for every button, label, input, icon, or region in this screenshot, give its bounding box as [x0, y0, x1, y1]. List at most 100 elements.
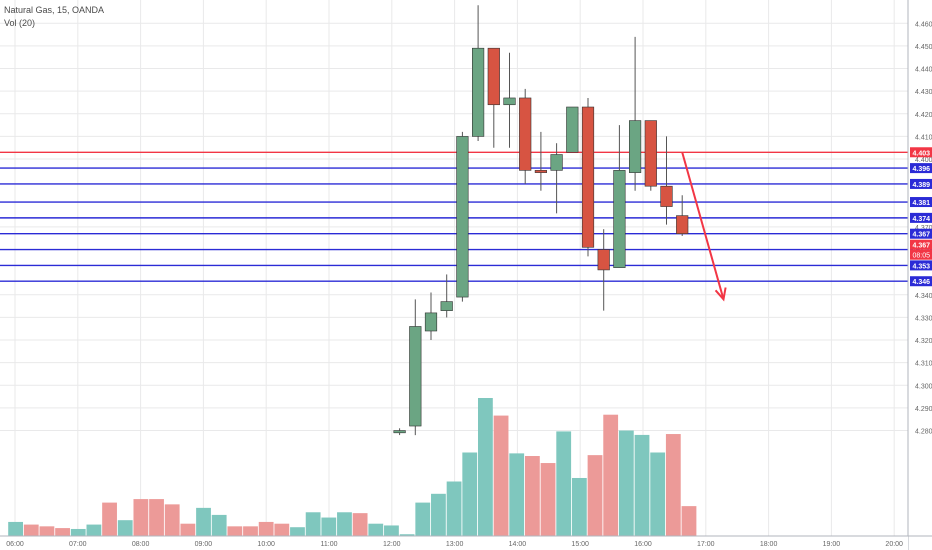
volume-bar: [368, 523, 384, 536]
current-price-label: 4.367: [913, 243, 931, 250]
volume-bar: [431, 493, 446, 536]
volume-bar: [446, 481, 462, 536]
price-level-tag-label: 4.367: [913, 232, 931, 239]
volume-bar: [149, 499, 164, 536]
volume-bar: [117, 520, 133, 536]
price-level-tag-label: 4.353: [913, 263, 931, 270]
price-tick-label: 4.370: [915, 225, 932, 232]
candle-body[interactable]: [393, 430, 406, 434]
chart-header: Natural Gas, 15, OANDA Vol (20): [4, 4, 104, 30]
volume-bar: [133, 499, 149, 536]
candle-body[interactable]: [550, 154, 563, 171]
time-tick-label: 18:00: [760, 541, 778, 548]
candle-body[interactable]: [644, 120, 657, 187]
volume-bar: [102, 502, 117, 536]
candle-body[interactable]: [471, 47, 485, 137]
volume-bar: [8, 521, 23, 536]
price-tick-label: 4.440: [915, 67, 932, 74]
price-level-tag: [910, 147, 932, 158]
volume-bar: [681, 506, 697, 536]
volume-bar: [211, 514, 227, 536]
time-tick-label: 20:00: [885, 541, 903, 548]
candle-body[interactable]: [503, 97, 516, 106]
time-tick-label: 09:00: [195, 541, 213, 548]
volume-bar: [478, 398, 493, 536]
time-axis-background: [0, 536, 908, 550]
volume-bar: [524, 456, 540, 536]
volume-bar: [509, 453, 525, 536]
trend-arrow-line[interactable]: [681, 151, 725, 300]
price-tick-label: 4.420: [915, 112, 932, 119]
price-level-tag-label: 4.381: [913, 200, 931, 207]
price-tick-label: 4.460: [915, 21, 932, 28]
candle-body[interactable]: [519, 97, 532, 171]
volume-bar: [164, 504, 180, 536]
volume-bar: [415, 502, 431, 536]
volume-bar: [571, 477, 587, 536]
candle-body[interactable]: [628, 120, 642, 173]
volume-bar: [384, 525, 399, 536]
volume-bar: [196, 507, 211, 536]
price-tick-label: 4.290: [915, 406, 932, 413]
volume-bar: [618, 430, 634, 536]
volume-bar: [23, 524, 39, 536]
candle-body[interactable]: [566, 106, 579, 153]
price-tick-label: 4.410: [915, 134, 932, 141]
candle-body[interactable]: [424, 312, 438, 332]
price-tick-label: 4.280: [915, 429, 932, 436]
volume-bar: [321, 517, 337, 536]
price-level-tag: [910, 197, 932, 208]
volume-bar: [305, 512, 321, 536]
price-tick-label: 4.330: [915, 315, 932, 322]
time-tick-label: 17:00: [697, 541, 715, 548]
volume-bar: [86, 524, 102, 536]
time-tick-label: 14:00: [509, 541, 527, 548]
time-tick-label: 12:00: [383, 541, 401, 548]
volume-bar: [665, 434, 681, 536]
time-tick-label: 10:00: [257, 541, 275, 548]
symbol-title: Natural Gas, 15, OANDA: [4, 5, 105, 15]
time-tick-label: 13:00: [446, 541, 464, 548]
candle-body[interactable]: [613, 170, 626, 268]
candle-body[interactable]: [660, 185, 673, 207]
volume-bar: [55, 528, 70, 536]
time-tick-label: 16:00: [634, 541, 652, 548]
volume-bar: [337, 512, 352, 536]
time-tick-label: 19:00: [823, 541, 841, 548]
candle-body[interactable]: [676, 215, 689, 235]
candle-body[interactable]: [581, 106, 595, 248]
time-tick-label: 15:00: [571, 541, 589, 548]
candle-body[interactable]: [597, 249, 610, 271]
volume-bar: [274, 523, 290, 536]
volume-bar: [462, 452, 478, 536]
candle-body[interactable]: [440, 301, 453, 311]
volume-bar: [603, 414, 619, 536]
countdown-tag: [910, 249, 932, 260]
volume-bar: [352, 513, 368, 536]
price-tick-label: 4.310: [915, 361, 932, 368]
volume-bar: [258, 521, 274, 536]
volume-bar: [70, 528, 86, 536]
price-tick-label: 4.320: [915, 338, 932, 345]
volume-indicator-title: Vol (20): [4, 18, 36, 28]
price-level-tag: [910, 212, 932, 223]
volume-bar: [493, 415, 509, 536]
price-level-tag-label: 4.403: [913, 150, 931, 157]
price-level-tag: [910, 228, 932, 239]
candle-body[interactable]: [409, 326, 422, 427]
price-tick-label: 4.450: [915, 44, 932, 51]
trend-arrow-head: [714, 287, 727, 302]
volume-bar: [587, 455, 603, 536]
candle-body[interactable]: [487, 47, 500, 106]
candle-body[interactable]: [456, 136, 469, 298]
candle-body[interactable]: [534, 170, 547, 173]
price-axis-background: [908, 0, 932, 550]
price-level-tag: [910, 178, 932, 189]
price-level-tag: [910, 163, 932, 174]
volume-bar: [399, 534, 415, 536]
volume-bar: [227, 526, 243, 536]
current-price-tag: [910, 239, 932, 250]
price-tick-label: 4.340: [915, 293, 932, 300]
